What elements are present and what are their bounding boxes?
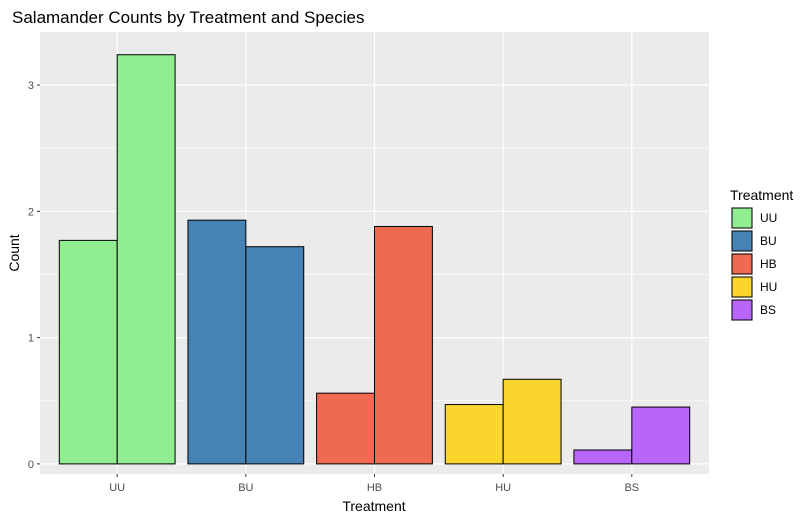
y-tick-label: 2	[28, 206, 34, 218]
legend: Treatment UU BU HB HU BS	[730, 187, 793, 321]
y-tick-label: 1	[28, 333, 34, 345]
x-axis-title: Treatment	[342, 498, 405, 514]
x-tick-label: BS	[624, 482, 639, 494]
bar-hu-2	[503, 379, 561, 464]
chart-title: Salamander Counts by Treatment and Speci…	[12, 8, 364, 27]
legend-label-hu: HU	[760, 280, 777, 294]
bar-bu-2	[246, 247, 304, 464]
bar-bu-1	[188, 220, 246, 464]
bar-bs-2	[632, 407, 690, 464]
legend-swatch-bs	[732, 300, 752, 320]
y-axis-title: Count	[6, 234, 22, 271]
legend-swatch-hu	[732, 277, 752, 297]
y-tick-label: 3	[28, 80, 34, 92]
bar-uu-2	[117, 55, 175, 464]
legend-swatch-uu	[732, 208, 752, 228]
y-axis-ticks: 0 1 2 3	[28, 80, 40, 471]
y-tick-label: 0	[28, 459, 34, 471]
legend-label-hb: HB	[760, 257, 777, 271]
legend-swatch-bu	[732, 231, 752, 251]
bar-bs-1	[574, 450, 632, 464]
x-tick-label: BU	[238, 482, 253, 494]
x-tick-label: HB	[367, 482, 382, 494]
x-tick-label: UU	[109, 482, 125, 494]
legend-label-uu: UU	[760, 211, 777, 225]
x-tick-label: HU	[495, 482, 511, 494]
x-axis-ticks: UU BU HB HU BS	[109, 474, 639, 494]
legend-label-bu: BU	[760, 234, 777, 248]
legend-swatch-hb	[732, 254, 752, 274]
legend-label-bs: BS	[760, 303, 776, 317]
bar-hb-1	[317, 393, 375, 464]
bar-hu-1	[445, 405, 503, 464]
legend-title: Treatment	[730, 187, 793, 203]
bar-uu-1	[59, 240, 117, 464]
bar-hb-2	[375, 226, 433, 463]
